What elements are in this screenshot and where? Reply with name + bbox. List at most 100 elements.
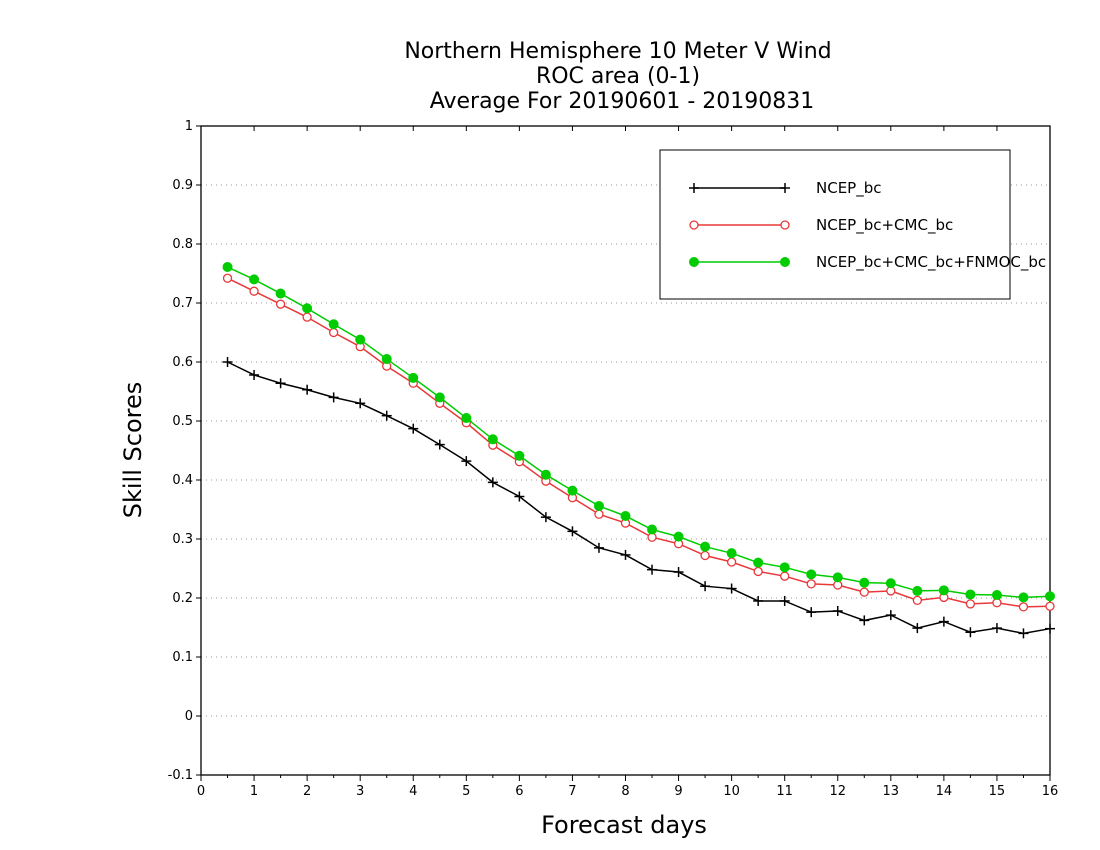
data-point: [620, 510, 631, 521]
y-tick-label: 0.1: [172, 650, 193, 665]
data-point: [620, 549, 631, 560]
data-point: [514, 450, 525, 461]
data-point: [355, 334, 366, 345]
series-line: [227, 361, 1051, 635]
x-tick-label: 8: [621, 784, 629, 799]
data-point: [487, 434, 498, 445]
data-point: [753, 557, 764, 568]
data-point: [885, 578, 896, 589]
data-point: [275, 288, 286, 299]
data-point: [965, 589, 976, 600]
data-point: [806, 579, 816, 589]
series-2: [222, 262, 1055, 603]
data-point: [593, 542, 604, 553]
data-point: [726, 557, 737, 567]
x-tick-label: 3: [356, 784, 364, 799]
data-point: [1045, 623, 1055, 634]
data-point: [275, 378, 286, 389]
plot-frame: [200, 125, 1051, 776]
y-axis-label: Skill Scores: [119, 382, 147, 519]
series-1: [222, 273, 1055, 612]
data-point: [222, 262, 233, 273]
data-point: [461, 456, 472, 467]
tick-labels: 10.90.80.70.60.50.40.30.20.10-0.10 1 2 3 4 5 6…: [168, 119, 1059, 799]
data-point: [1018, 592, 1029, 603]
data-point: [726, 583, 737, 594]
legend-marker: [689, 183, 699, 193]
x-tick-label: 16: [1042, 784, 1059, 799]
data-point: [567, 485, 578, 496]
data-point: [779, 562, 790, 573]
x-tick-label: 11: [776, 784, 793, 799]
data-point: [1018, 628, 1029, 639]
y-tick-label: 0.6: [172, 355, 193, 370]
data-point: [222, 357, 233, 367]
chart-date-range: Average For 20190601 - 20190831: [430, 89, 815, 114]
data-point: [806, 569, 817, 580]
data-point: [567, 526, 578, 537]
x-tick-label: 2: [303, 784, 311, 799]
y-tick-label: 0.2: [172, 591, 193, 606]
data-point: [593, 500, 604, 511]
series-group: [222, 262, 1055, 639]
y-tick-label: -0.1: [168, 768, 193, 783]
data-point: [329, 327, 339, 338]
x-tick-label: 14: [936, 784, 953, 799]
data-point: [700, 541, 711, 552]
legend-marker: [689, 220, 699, 230]
legend-marker: [689, 257, 699, 267]
legend-item: NCEP_bc+CMC_bc: [689, 216, 953, 235]
data-point: [222, 273, 233, 283]
data-point: [885, 610, 896, 621]
data-point: [408, 423, 419, 434]
data-point: [540, 512, 551, 523]
x-tick-label: 9: [674, 784, 682, 799]
legend-item: NCEP_bc: [689, 179, 882, 198]
data-point: [938, 616, 949, 627]
data-point: [700, 550, 710, 561]
legend-marker: [780, 220, 790, 230]
data-point: [594, 509, 604, 519]
data-point: [355, 398, 366, 409]
data-point: [540, 469, 551, 480]
data-point: [859, 587, 869, 597]
x-tick-label: 1: [250, 784, 258, 799]
data-point: [991, 590, 1002, 601]
data-point: [275, 299, 286, 309]
y-tick-label: 0.3: [172, 532, 193, 547]
data-point: [912, 585, 923, 596]
data-point: [912, 595, 922, 606]
data-point: [673, 531, 684, 542]
y-tick-label: 0.7: [172, 296, 193, 311]
legend-item: NCEP_bc+CMC_bc+FNMOC_bc: [689, 253, 1046, 272]
data-point: [832, 605, 843, 616]
data-point: [700, 581, 711, 592]
data-point: [780, 571, 790, 581]
data-point: [806, 607, 817, 618]
data-point: [647, 524, 658, 535]
legend: NCEP_bc NCEP_bc+CMC_bc NCEP_bc+CMC_bc+FNMO…: [659, 149, 1046, 300]
data-point: [381, 354, 392, 365]
data-point: [302, 312, 312, 322]
x-tick-label: 13: [883, 784, 900, 799]
data-point: [859, 615, 870, 626]
legend-label: NCEP_bc+CMC_bc+FNMOC_bc: [816, 253, 1046, 272]
data-point: [461, 413, 472, 424]
data-point: [249, 274, 260, 285]
data-point: [434, 439, 445, 450]
y-tick-label: 0.8: [172, 237, 193, 252]
data-point: [1045, 591, 1055, 602]
legend-items: NCEP_bc NCEP_bc+CMC_bc NCEP_bc+CMC_bc+FNMO…: [689, 179, 1046, 272]
data-point: [753, 566, 763, 577]
y-tick-label: 0: [185, 709, 193, 724]
legend-label: NCEP_bc: [816, 179, 882, 198]
data-point: [859, 577, 870, 588]
data-point: [673, 567, 684, 578]
data-point: [249, 286, 259, 296]
data-point: [647, 564, 658, 575]
data-point: [753, 595, 764, 606]
axes: [196, 125, 1051, 781]
data-point: [381, 410, 392, 421]
legend-marker: [780, 257, 790, 267]
chart-subtitle: ROC area (0-1): [536, 64, 700, 89]
